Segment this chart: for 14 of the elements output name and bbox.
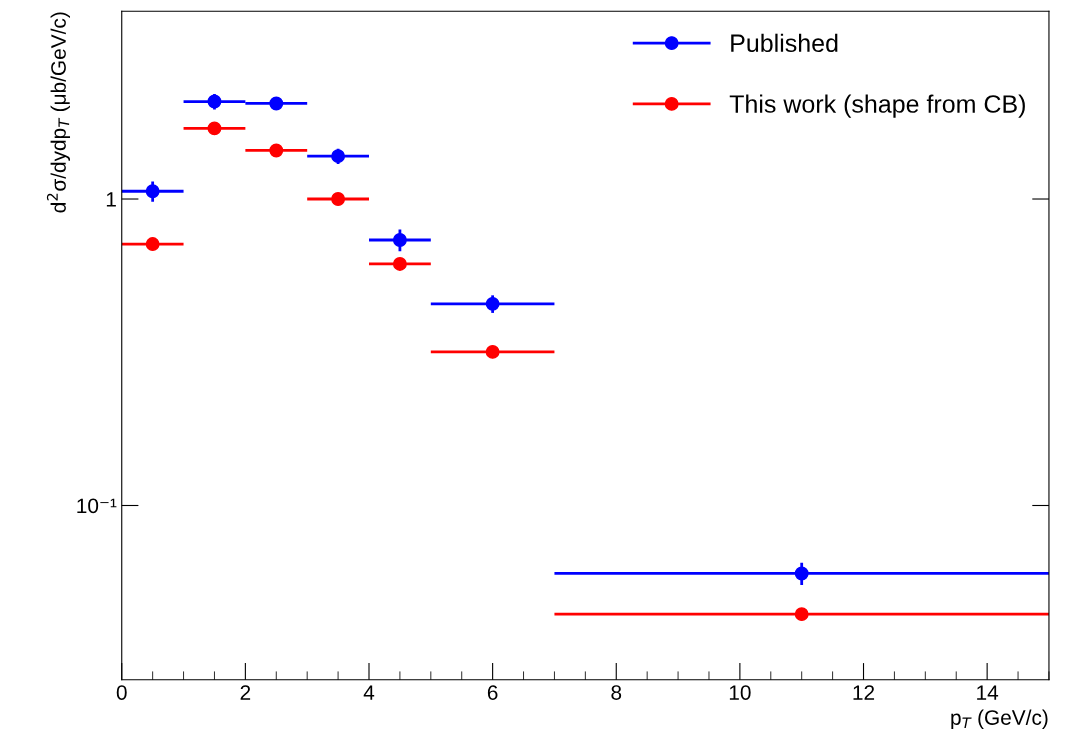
x-tick-label: 6 <box>487 685 498 700</box>
x-tick-label: 12 <box>853 685 875 700</box>
legend-label: This work (shape from CB) <box>729 94 1025 118</box>
x-tick-label: 4 <box>363 685 375 700</box>
x-axis-title: p$_{T}$ (GeV/c) <box>951 709 1048 730</box>
y-axis-title: d$^{2}$σ/dydp$_{T}$ (μb/GeV/c) <box>46 12 71 213</box>
y-tick-label: 1 <box>106 192 116 207</box>
legend-label: Published <box>731 33 838 53</box>
x-tick-label: 2 <box>240 685 251 700</box>
y-tick-label: 10⁻¹ <box>77 498 117 514</box>
x-tick-label: 14 <box>977 685 999 700</box>
x-tick-label: 0 <box>116 685 127 700</box>
x-tick-label: 10 <box>729 685 751 700</box>
x-tick-label: 8 <box>611 685 622 700</box>
